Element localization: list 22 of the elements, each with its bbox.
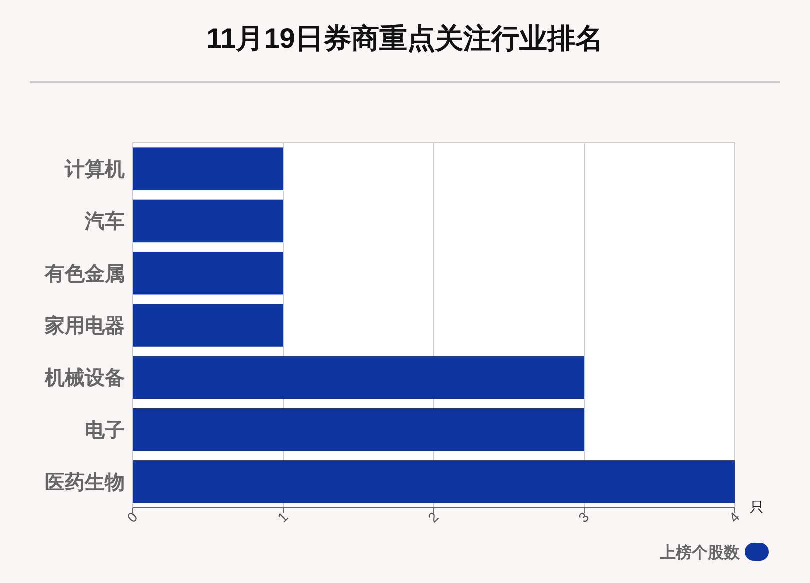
bar xyxy=(133,252,284,295)
y-tick-label: 家用电器 xyxy=(44,314,125,338)
bar xyxy=(133,460,735,504)
bar xyxy=(133,148,284,190)
x-tick-label: 4 xyxy=(726,508,743,526)
x-tick-label: 3 xyxy=(575,508,592,526)
bar xyxy=(133,304,284,347)
bar xyxy=(133,200,284,243)
x-tick-label: 0 xyxy=(124,508,141,526)
y-tick-label: 有色金属 xyxy=(44,263,125,286)
legend-label: 上榜个股数 xyxy=(659,544,741,562)
chart-title: 11月19日券商重点关注行业排名 xyxy=(206,23,604,54)
x-axis-title: 只 xyxy=(750,499,764,515)
y-tick-label: 机械设备 xyxy=(44,368,125,390)
y-tick-label: 电子 xyxy=(85,420,125,442)
bar xyxy=(133,356,584,400)
y-tick-label: 汽车 xyxy=(84,210,125,234)
y-tick-label: 计算机 xyxy=(64,159,125,182)
x-tick-label: 1 xyxy=(274,508,292,526)
x-tick-label: 2 xyxy=(424,508,442,526)
y-tick-label: 医药生物 xyxy=(45,472,125,494)
bar xyxy=(133,408,584,452)
